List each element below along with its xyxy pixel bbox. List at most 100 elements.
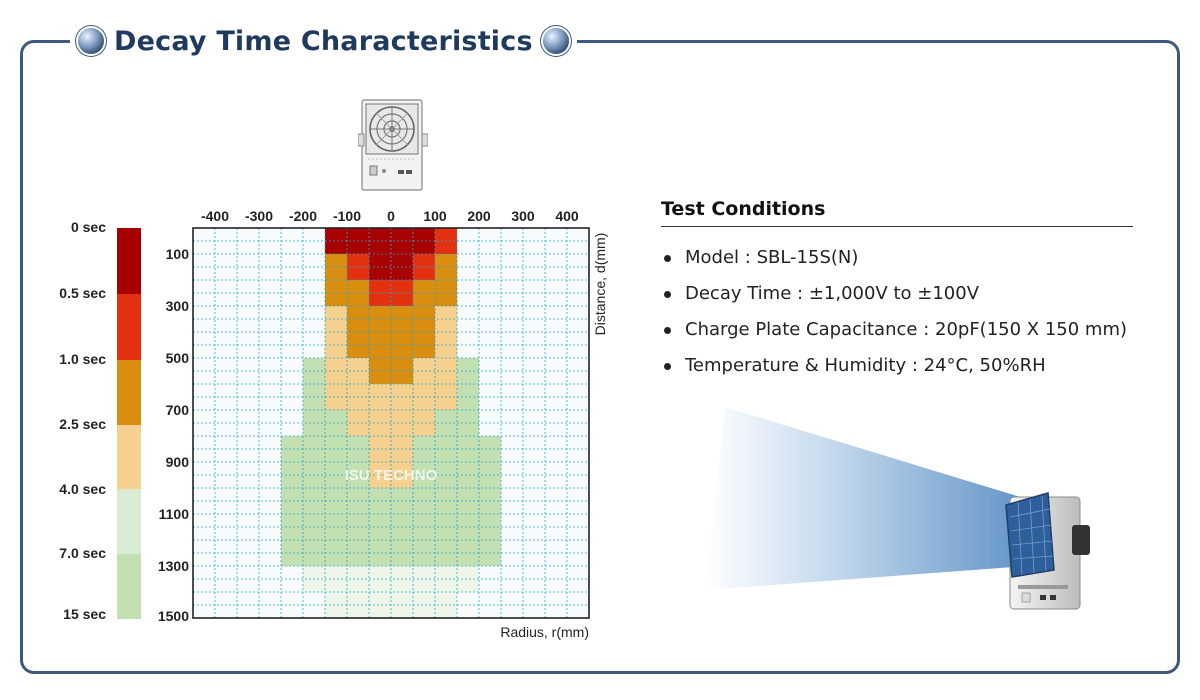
section-divider (661, 226, 1133, 227)
heatmap-cell (325, 332, 347, 358)
heatmap-cell (281, 514, 303, 540)
heatmap-cell (413, 384, 435, 410)
legend-label-1-0sec: 1.0 sec (59, 351, 106, 367)
heatmap-cell (325, 514, 347, 540)
heatmap-cell (325, 540, 347, 566)
heatmap-cell (369, 332, 391, 358)
heatmap-cell (369, 436, 391, 462)
plot-frame (192, 227, 590, 619)
y-tick-label: 1300 (158, 558, 189, 574)
y-tick-label: 300 (166, 298, 190, 314)
heatmap-cell (413, 540, 435, 566)
heatmap-cell (325, 462, 347, 488)
list-item: Charge Plate Capacitance : 20pF(150 X 15… (661, 312, 1127, 348)
x-tick-label: 300 (511, 208, 535, 224)
x-tick-label: 100 (423, 208, 447, 224)
sphere-bullet-icon (542, 28, 569, 54)
heatmap-cell (369, 592, 391, 618)
heatmap-cell (281, 488, 303, 514)
heatmap-cell (413, 280, 435, 306)
y-tick-label: 1500 (158, 608, 189, 624)
condition-value: SBL-15S(N) (756, 247, 859, 268)
condition-separator: : (791, 283, 809, 304)
condition-key: Charge Plate Capacitance (685, 319, 918, 340)
bullet-icon (664, 362, 671, 370)
heatmap-cell (325, 410, 347, 436)
heatmap-cell (413, 592, 435, 618)
ionizer-front-view-icon (358, 99, 428, 191)
heatmap-cell (325, 566, 347, 592)
heatmap-cell (457, 384, 479, 410)
y-tick-label: 100 (166, 246, 190, 262)
x-tick-label: -300 (245, 208, 273, 224)
x-tick-label: -400 (201, 208, 229, 224)
y-tick-label: 700 (166, 402, 190, 418)
heatmap-cell (369, 540, 391, 566)
watermark-text: ISU TECHNO (345, 467, 438, 484)
x-tick-label: -200 (289, 208, 317, 224)
condition-value: ±1,000V to ±100V (808, 283, 980, 304)
heatmap-cell (369, 410, 391, 436)
heatmap-cell (457, 462, 479, 488)
heatmap-cell (369, 306, 391, 332)
heatmap-cell (413, 488, 435, 514)
condition-key: Temperature & Humidity (685, 355, 907, 376)
legend-swatch (117, 489, 141, 554)
x-axis-label: Radius, r(mm) (500, 624, 589, 640)
y-tick-label: 500 (166, 350, 190, 366)
ionizer-airflow-illustration-icon (705, 407, 1090, 610)
heatmap-cell (457, 488, 479, 514)
heatmap-cell (413, 306, 435, 332)
condition-value: 20pF(150 X 150 mm) (935, 319, 1128, 340)
heatmap-cell (325, 306, 347, 332)
legend-swatch (117, 554, 141, 619)
bullet-icon (664, 254, 671, 262)
legend-label-0-5sec: 0.5 sec (59, 285, 106, 301)
heatmap-cell (457, 540, 479, 566)
condition-separator: : (917, 319, 935, 340)
heatmap-cell (325, 436, 347, 462)
condition-value: 24°C, 50%RH (923, 355, 1046, 376)
heatmap-cell (281, 436, 303, 462)
bullet-icon (664, 326, 671, 334)
heatmap-cell (369, 358, 391, 384)
heatmap-cell (369, 254, 391, 280)
heatmap-cell (413, 358, 435, 384)
bullet-icon (664, 290, 671, 298)
x-tick-label: 0 (387, 208, 395, 224)
condition-separator: : (739, 247, 757, 268)
heatmap-cell (325, 280, 347, 306)
heatmap-cell (369, 384, 391, 410)
heatmap-cell (325, 358, 347, 384)
heatmap-cell (369, 280, 391, 306)
heatmap-cell (369, 514, 391, 540)
test-conditions-list: Model : SBL-15S(N) Decay Time : ±1,000V … (661, 240, 1127, 384)
list-item: Decay Time : ±1,000V to ±100V (661, 276, 1127, 312)
legend-swatch (117, 228, 141, 294)
heatmap-cell (457, 436, 479, 462)
heatmap-cell (325, 488, 347, 514)
heatmap-cell (457, 410, 479, 436)
heatmap-cell (413, 566, 435, 592)
condition-separator: : (906, 355, 924, 376)
legend-label-4-0sec: 4.0 sec (59, 481, 106, 497)
heatmap-cell (369, 488, 391, 514)
heatmap-cell (457, 514, 479, 540)
heatmap-cell (281, 540, 303, 566)
y-tick-label: 900 (166, 454, 190, 470)
heatmap-cell (325, 254, 347, 280)
heatmap-cell (325, 384, 347, 410)
list-item: Temperature & Humidity : 24°C, 50%RH (661, 348, 1127, 384)
legend-label-7-0sec: 7.0 sec (59, 545, 106, 561)
legend-swatch (117, 294, 141, 360)
heatmap-cell (281, 462, 303, 488)
section-header: Decay Time Characteristics (70, 20, 577, 62)
list-item: Model : SBL-15S(N) (661, 240, 1127, 276)
heatmap-cell (413, 462, 435, 488)
heatmap-cell (325, 228, 347, 254)
heatmap-cell (457, 566, 479, 592)
x-tick-label: 400 (555, 208, 579, 224)
x-tick-label: -100 (333, 208, 361, 224)
y-axis-label: Distance, d(mm) (592, 233, 608, 336)
